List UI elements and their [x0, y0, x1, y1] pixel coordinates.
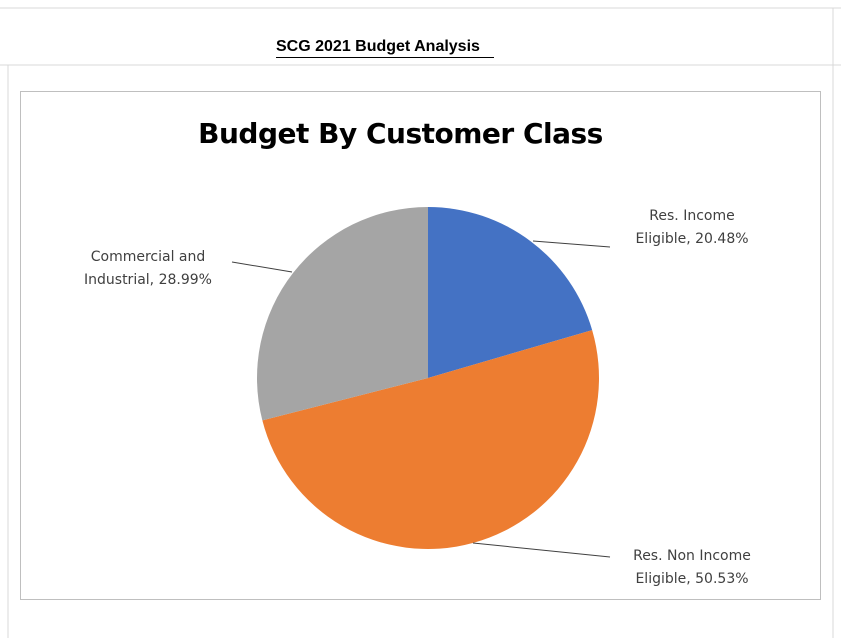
- data-label: Res. Non Income Eligible, 50.53%: [633, 548, 751, 587]
- leader-line: [231, 261, 293, 273]
- leader-line: [472, 542, 611, 558]
- data-label: Commercial and Industrial, 28.99%: [84, 249, 212, 288]
- pie-slice: [428, 207, 593, 378]
- pie-slice: [256, 207, 428, 421]
- sheet-title: SCG 2021 Budget Analysis: [276, 37, 494, 58]
- chart-area: [20, 91, 821, 600]
- chart-title: Budget By Customer Class: [198, 117, 603, 150]
- leader-line: [532, 240, 611, 248]
- data-label: Res. Income Eligible, 20.48%: [635, 208, 749, 247]
- pie-slice: [262, 330, 599, 549]
